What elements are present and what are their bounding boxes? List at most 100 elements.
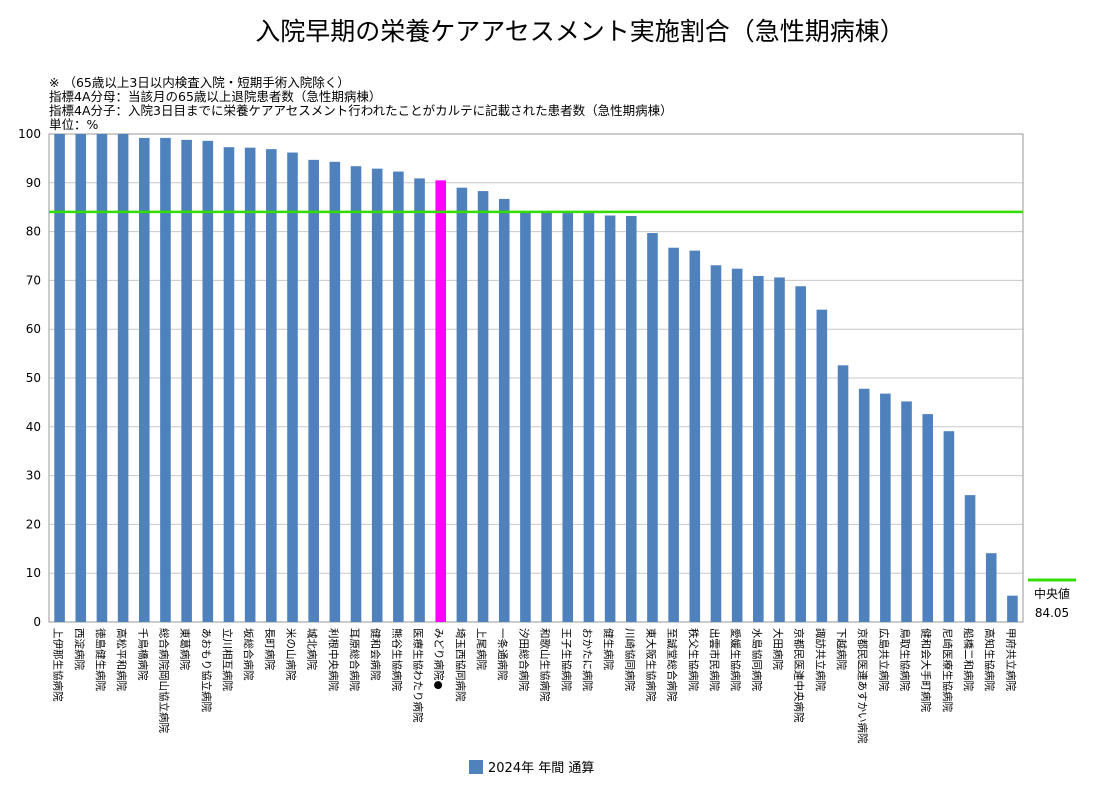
category-label: 医療生協わたり病院 — [412, 628, 425, 723]
category-label: 汐田総合病院 — [517, 628, 530, 691]
bar — [731, 268, 743, 622]
bar — [371, 168, 383, 622]
category-label: 立川相互病院 — [221, 628, 234, 691]
category-label: あおもり協立病院 — [200, 628, 213, 712]
bar — [498, 198, 510, 623]
category-label: 西淀病院 — [73, 628, 86, 670]
bar — [880, 393, 891, 622]
bar — [160, 137, 171, 623]
category-label: みどり病院● — [433, 628, 446, 690]
category-label: 水島協同病院 — [750, 628, 763, 691]
category-label: 一条通病院 — [496, 628, 509, 681]
y-axis: 0 10 20 30 40 50 60 70 80 90 100 — [18, 127, 41, 629]
bar — [181, 139, 192, 622]
chart-title: 入院早期の栄養ケアアセスメント実施割合（急性期病棟） — [255, 17, 905, 46]
plot-frame — [48, 133, 1024, 623]
bar — [96, 134, 108, 622]
bar — [202, 140, 214, 622]
category-label: 広島共立病院 — [877, 628, 890, 691]
y-tick-label: 80 — [26, 225, 41, 239]
chart-notes: ※ （65歳以上3日以内検査入院・短期手術入院除く） 指標4A分母：当該月の65… — [49, 75, 673, 132]
category-label: おかたに病院 — [581, 628, 594, 691]
bar — [943, 431, 955, 622]
bar — [456, 187, 468, 622]
y-tick-label: 50 — [26, 371, 41, 385]
bar — [435, 180, 447, 623]
bar — [414, 178, 425, 622]
note-line: 指標4A分子：入院3日目までに栄養ケアアセスメント行われたことがカルテに記載され… — [49, 103, 673, 118]
bar — [964, 495, 976, 622]
category-label: 健和会大手町病院 — [920, 628, 933, 712]
category-label: 甲府共立病院 — [1004, 628, 1017, 691]
category-label: 和歌山生協病院 — [539, 628, 552, 702]
category-label: 上伊那生協病院 — [52, 628, 65, 702]
category-label: 埼玉西協同病院 — [454, 628, 467, 702]
category-label: 諏訪共立病院 — [814, 628, 827, 691]
y-tick-label: 10 — [26, 566, 41, 580]
legend: 2024年 年間 通算 — [469, 760, 594, 776]
y-tick-label: 30 — [26, 469, 41, 483]
category-label: 大田病院 — [772, 628, 785, 670]
y-tick-label: 70 — [26, 273, 41, 287]
bar — [837, 365, 849, 622]
bar — [541, 212, 552, 622]
median-line-group: 中央値 84.05 — [49, 210, 1076, 620]
category-label: 至誠堂総合病院 — [666, 628, 679, 702]
category-label: 城北病院 — [306, 628, 319, 670]
category-label: 健和会病院 — [369, 628, 382, 681]
category-label: 川崎協同病院 — [623, 628, 636, 691]
bar — [604, 215, 616, 622]
category-label: 坂総合病院 — [242, 628, 255, 681]
bar — [901, 401, 912, 622]
category-label: 京都民医連中央病院 — [793, 628, 806, 723]
median-label: 中央値 — [1034, 586, 1070, 601]
median-value: 84.05 — [1035, 606, 1069, 620]
category-label: 米の山病院 — [285, 628, 298, 681]
category-label: 秩父生協病院 — [687, 628, 700, 691]
bar — [350, 166, 362, 622]
bar — [308, 159, 319, 622]
gridlines — [48, 133, 1024, 623]
category-label: 徳島健生病院 — [94, 628, 107, 691]
category-label: 熊谷生協病院 — [390, 628, 403, 691]
bar — [689, 250, 701, 622]
bar — [795, 286, 806, 622]
bar — [1007, 595, 1018, 622]
y-tick-label: 100 — [18, 127, 41, 141]
category-label: 長町病院 — [263, 628, 276, 670]
bar — [668, 247, 679, 623]
y-tick-label: 40 — [26, 420, 41, 434]
bar — [138, 137, 150, 623]
category-label: 尼崎医療生協病院 — [941, 628, 954, 712]
bar — [583, 213, 595, 622]
category-label: 耳原総合病院 — [348, 628, 361, 691]
category-label: 上尾病院 — [475, 628, 488, 670]
bar — [753, 276, 764, 622]
category-labels: 上伊那生協病院 西淀病院 徳島健生病院 高松平和病院 千鳥橋病院 総合病院岡山協立病院 東葛… — [52, 628, 1018, 744]
bar — [625, 215, 637, 622]
category-label: 愛媛生協病院 — [729, 628, 742, 691]
note-line: 指標4A分母：当該月の65歳以上退院患者数（急性期病棟） — [49, 89, 381, 104]
note-line: 単位：% — [49, 117, 99, 132]
bar — [223, 147, 235, 622]
y-tick-label: 0 — [33, 615, 41, 629]
category-label: 総合病院岡山協立病院 — [157, 628, 170, 733]
bar — [266, 149, 277, 623]
category-label: 利根中央病院 — [327, 628, 340, 691]
bar — [477, 191, 489, 622]
bar — [75, 134, 87, 622]
category-label: 健生病院 — [602, 628, 615, 670]
category-label: 東葛病院 — [179, 628, 192, 670]
y-tick-label: 60 — [26, 322, 41, 336]
bar — [985, 553, 997, 622]
category-label: 下越病院 — [835, 628, 848, 670]
category-label: 鳥取生協病院 — [899, 628, 912, 691]
legend-swatch — [469, 760, 483, 774]
bar — [858, 388, 870, 622]
bar — [520, 212, 531, 622]
category-label: 王子生協病院 — [560, 628, 573, 691]
bar — [562, 213, 574, 622]
bar — [816, 309, 828, 622]
legend-label: 2024年 年間 通算 — [488, 761, 594, 776]
